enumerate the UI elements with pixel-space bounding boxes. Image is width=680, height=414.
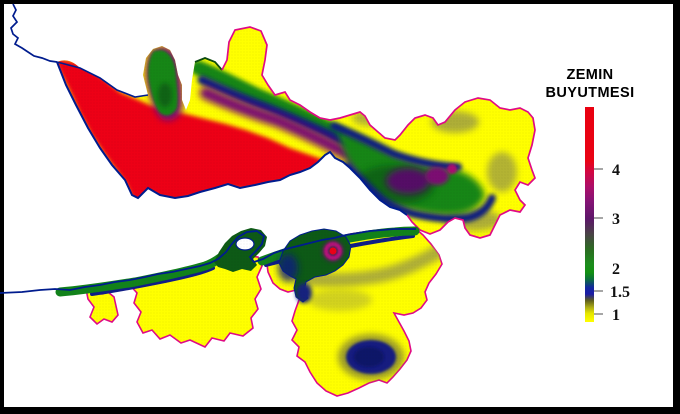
coastline-top-left <box>10 3 58 63</box>
lowland-boundary-magenta-north <box>221 26 536 239</box>
legend-tick-label: 2 <box>612 261 620 278</box>
green-coast-strip-west <box>55 253 225 297</box>
legend-tick-label: 1 <box>612 307 620 324</box>
legend-title-line1: ZEMIN <box>566 67 613 83</box>
band-top-edge <box>194 57 223 71</box>
legend-tick-label: 4 <box>612 162 620 179</box>
legend-tick-label: 3 <box>612 211 620 228</box>
legend-colorbar <box>585 107 594 322</box>
legend-title-line2: BUYUTMESI <box>546 85 635 101</box>
legend: ZEMIN BUYUTMESI 4 3 2 1.5 1 <box>546 67 635 324</box>
coastline-bay-north-shore <box>56 61 408 216</box>
legend-tick-label: 1.5 <box>610 284 630 301</box>
coastline-bay-south-shore <box>0 228 416 294</box>
coastline-north-edge <box>56 61 149 98</box>
